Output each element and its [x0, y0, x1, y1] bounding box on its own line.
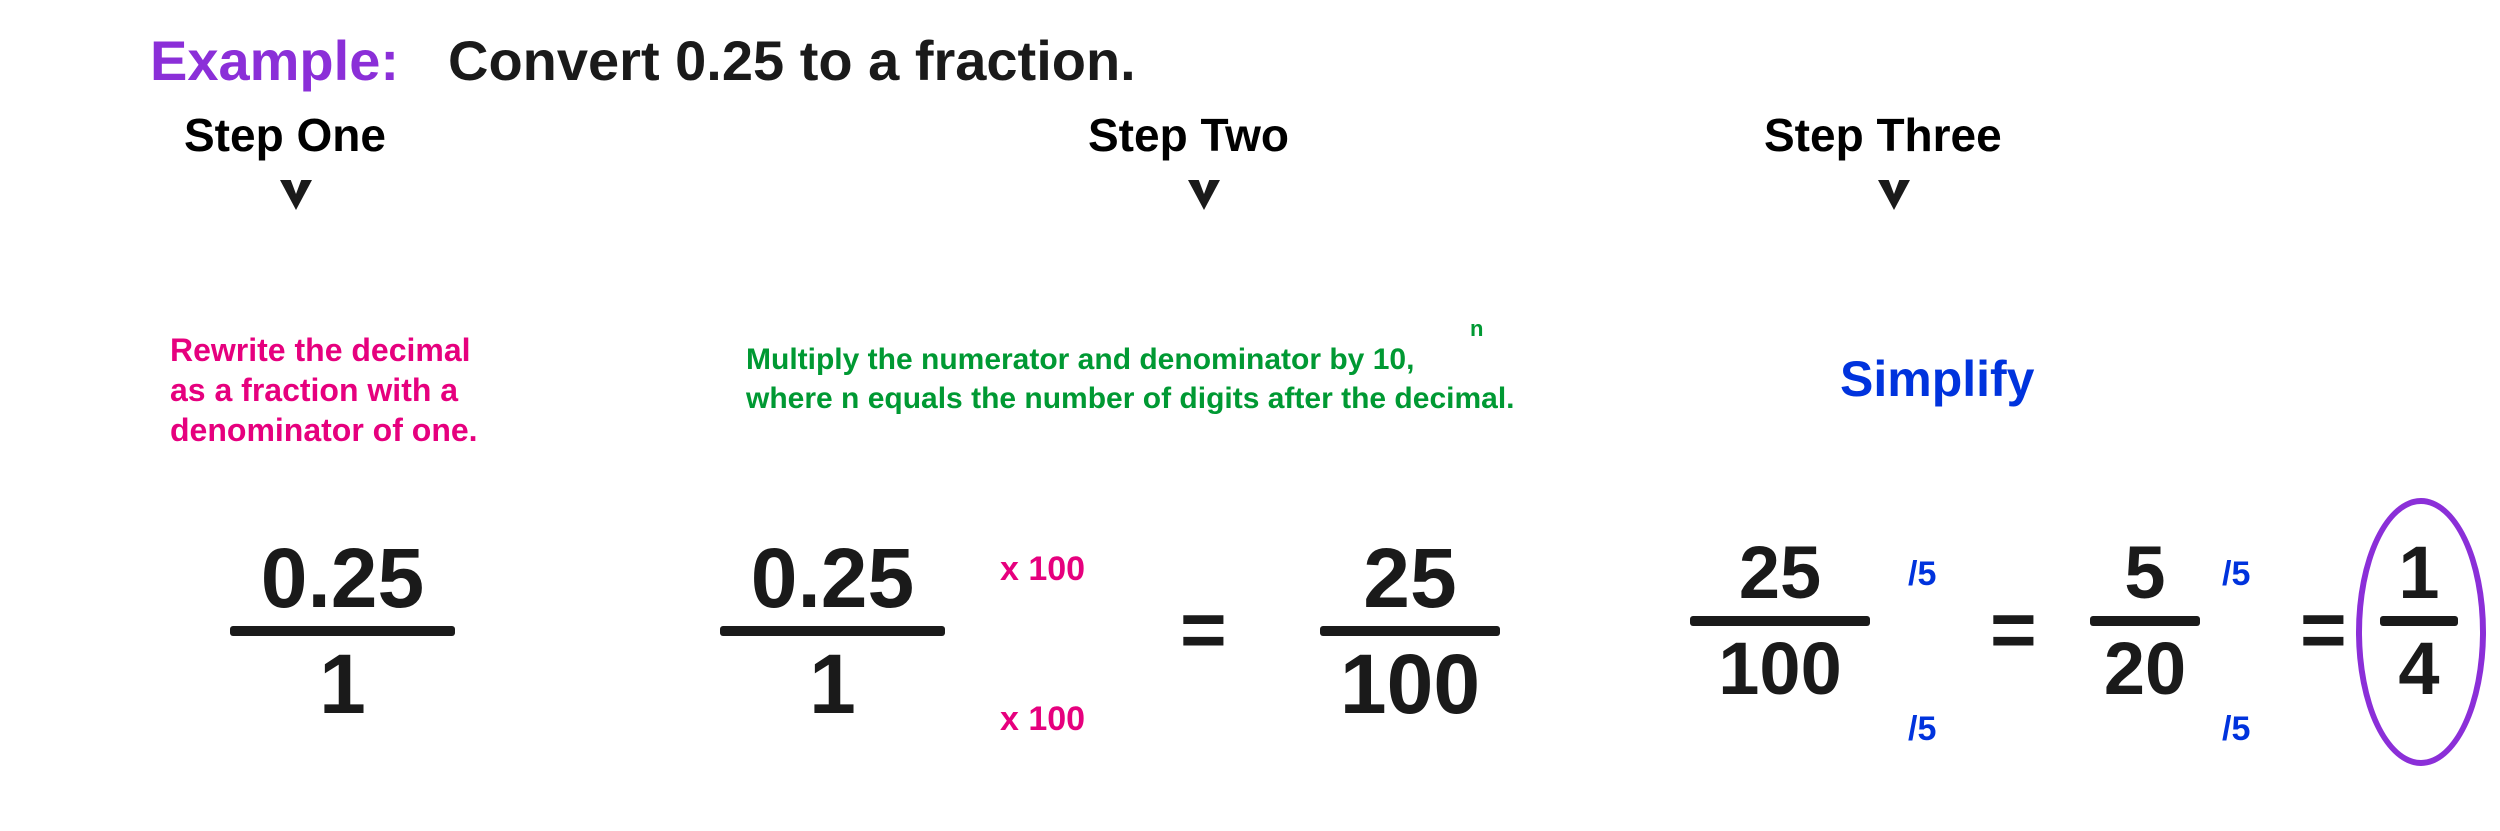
step-two-left-fraction: 0.25 1: [720, 530, 945, 732]
fraction-bar: [720, 626, 945, 636]
example-label: Example:: [150, 28, 399, 93]
fraction-denominator: 1: [805, 636, 860, 732]
fraction-numerator: 0.25: [747, 530, 919, 626]
step-two-desc: Multiply the numerator and denominator b…: [746, 340, 1515, 418]
step-one-label: Step One: [184, 108, 386, 162]
fraction-denominator: 1: [315, 636, 370, 732]
fraction-bar: [1320, 626, 1500, 636]
step-three-fraction-2: 5 20: [2090, 530, 2200, 712]
fraction-bar: [230, 626, 455, 636]
equals-sign: =: [2300, 590, 2347, 670]
step-two-right-fraction: 25 100: [1320, 530, 1500, 732]
fraction-numerator: 5: [2120, 530, 2169, 616]
multiply-bottom: x 100: [1000, 700, 1085, 739]
step-three-fraction-1: 25 100: [1690, 530, 1870, 712]
fraction-bar: [1690, 616, 1870, 626]
fraction-bar: [2090, 616, 2200, 626]
arrow-down-icon: [1870, 170, 1918, 223]
fraction-numerator: 25: [1735, 530, 1825, 616]
equals-sign: =: [1180, 590, 1227, 670]
answer-circle: [2356, 498, 2486, 766]
divide-bottom-1: /5: [1908, 710, 1936, 749]
divide-top-2: /5: [2222, 555, 2250, 594]
example-text: Example:: [150, 29, 399, 92]
fraction-denominator: 100: [1714, 626, 1845, 712]
step-one-desc: Rewrite the decimal as a fraction with a…: [170, 330, 478, 450]
multiply-top: x 100: [1000, 550, 1085, 589]
fraction-denominator: 100: [1336, 636, 1484, 732]
step-one-fraction: 0.25 1: [230, 530, 455, 732]
step-three-label: Step Three: [1764, 108, 2002, 162]
fraction-numerator: 0.25: [257, 530, 429, 626]
arrow-down-icon: [272, 170, 320, 223]
step-two-exponent: n: [1470, 316, 1483, 342]
fraction-numerator: 25: [1359, 530, 1460, 626]
divide-top-1: /5: [1908, 555, 1936, 594]
equals-sign: =: [1990, 590, 2037, 670]
arrow-down-icon: [1180, 170, 1228, 223]
fraction-denominator: 20: [2100, 626, 2190, 712]
step-three-desc: Simplify: [1840, 350, 2034, 408]
step-two-label: Step Two: [1088, 108, 1289, 162]
page-title: Convert 0.25 to a fraction.: [448, 28, 1136, 93]
divide-bottom-2: /5: [2222, 710, 2250, 749]
